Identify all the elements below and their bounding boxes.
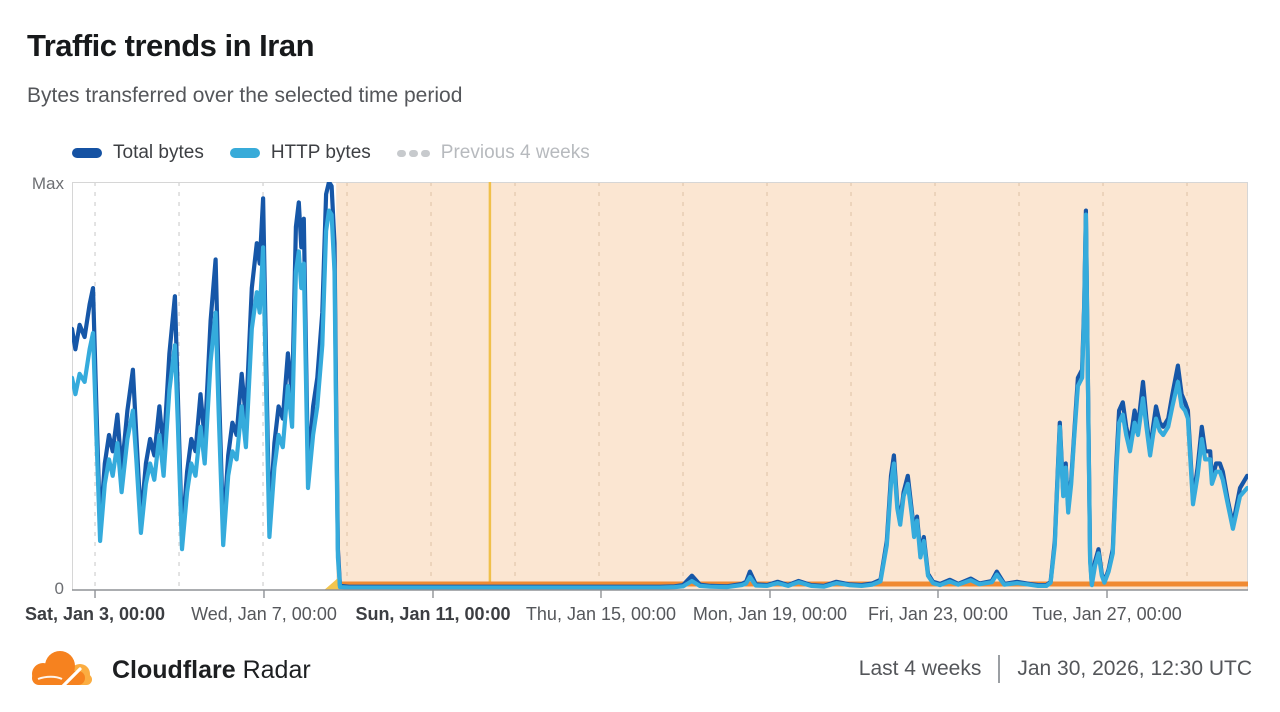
total-bytes-swatch [72,148,102,158]
legend-item-previous-4-weeks[interactable]: Previous 4 weeks [396,142,590,164]
x-axis-label: Mon, Jan 19, 00:00 [692,604,848,624]
brand-text: Cloudflare Radar [112,656,311,685]
brand-cloudflare: Cloudflare [112,655,236,684]
anomaly-shaded-region [336,182,1248,590]
footer-brand[interactable]: Cloudflare Radar [24,646,311,694]
x-axis-label: Fri, Jan 23, 00:00 [867,604,1009,624]
x-axis-label: Sun, Jan 11, 00:00 [355,604,511,624]
chart-legend: Total bytes HTTP bytes Previous 4 weeks [72,142,590,164]
legend-label-previous-4-weeks: Previous 4 weeks [440,142,590,163]
legend-label-http-bytes: HTTP bytes [270,142,371,163]
legend-item-total-bytes[interactable]: Total bytes [72,142,204,164]
http-bytes-swatch [229,148,260,158]
legend-item-http-bytes[interactable]: HTTP bytes [229,142,371,164]
x-axis-label: Sat, Jan 3, 00:00 [24,604,166,624]
date-range-label: Last 4 weeks [858,657,982,680]
timestamp-label: Jan 30, 2026, 12:30 UTC [1017,657,1252,680]
traffic-chart[interactable] [69,179,1250,602]
page-subtitle: Bytes transferred over the selected time… [27,84,463,107]
x-axis-label: Wed, Jan 7, 00:00 [191,604,337,624]
brand-radar: Radar [242,655,311,684]
y-axis-zero-label: 0 [54,579,64,598]
footer-divider [998,655,1001,683]
traffic-chart-canvas[interactable] [69,179,1250,602]
previous-4-weeks-swatch [396,149,430,157]
x-axis-label: Thu, Jan 15, 00:00 [525,604,677,624]
http-bytes-line [69,208,1250,590]
page-title: Traffic trends in Iran [27,28,315,63]
x-axis-labels: Sat, Jan 3, 00:00 Wed, Jan 7, 00:00 Sun, J… [0,604,1280,628]
x-axis-label: Tue, Jan 27, 00:00 [1032,604,1182,624]
legend-label-total-bytes: Total bytes [113,142,204,163]
footer-meta: Last 4 weeks Jan 30, 2026, 12:30 UTC [859,655,1252,683]
y-axis-max-label: Max [31,174,64,193]
cloudflare-cloud-icon [32,651,92,689]
outage-start-marker [324,577,341,590]
